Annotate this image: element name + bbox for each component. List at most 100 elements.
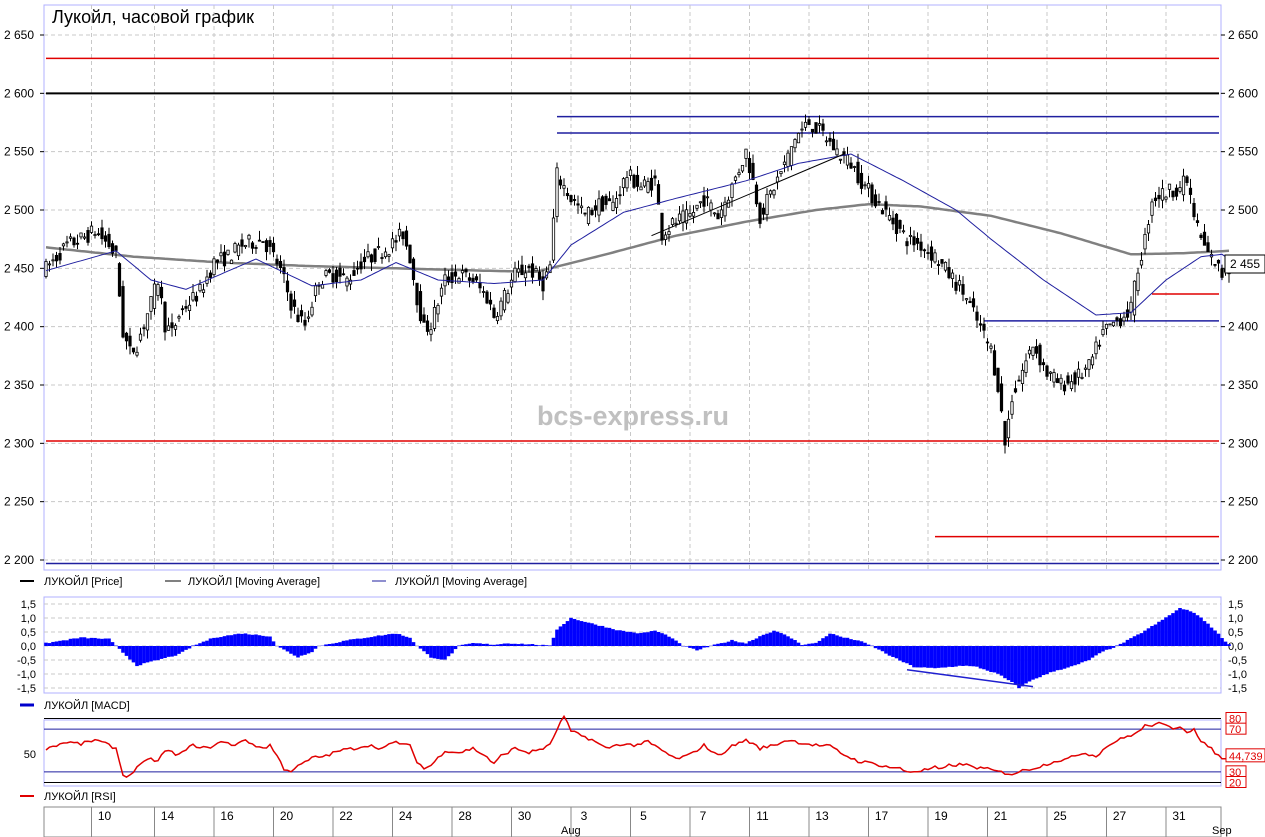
candle-body bbox=[124, 332, 129, 342]
candle-body bbox=[394, 240, 398, 243]
y-tick-label-right: 2 400 bbox=[1228, 320, 1258, 334]
candle-body bbox=[915, 237, 920, 244]
candle-body bbox=[149, 296, 153, 312]
macd-legend: ЛУКОЙЛ [MACD] bbox=[20, 699, 130, 712]
rsi-panel-frame bbox=[43, 719, 1222, 787]
candle-body bbox=[250, 242, 255, 249]
candle-body bbox=[765, 194, 769, 216]
candle-body bbox=[863, 184, 867, 187]
candle-body bbox=[362, 256, 367, 263]
candle-body bbox=[390, 238, 395, 249]
candle-body bbox=[366, 251, 370, 258]
candle-body bbox=[1195, 220, 1200, 224]
candle-body bbox=[1143, 233, 1147, 250]
candle-body bbox=[331, 273, 335, 283]
candle-body bbox=[509, 279, 514, 288]
candle-body bbox=[422, 314, 426, 323]
macd-tick-label-right: 1,0 bbox=[1228, 613, 1243, 625]
candle-body bbox=[338, 267, 342, 277]
rsi-legend: ЛУКОЙЛ [RSI] bbox=[20, 790, 116, 803]
candle-body bbox=[940, 259, 944, 264]
candle-body bbox=[929, 246, 934, 261]
candle-body bbox=[656, 184, 661, 205]
candle-body bbox=[180, 308, 185, 311]
trendlines bbox=[651, 153, 845, 237]
candle-body bbox=[936, 264, 941, 266]
candle-body bbox=[845, 154, 850, 166]
candle-body bbox=[604, 195, 608, 205]
candle-body bbox=[751, 162, 755, 180]
candle-body bbox=[663, 234, 668, 240]
rsi-axis-label: 44,739 bbox=[1229, 751, 1263, 763]
candle-body bbox=[548, 264, 552, 274]
day-label: 28 bbox=[458, 809, 472, 823]
candle-body bbox=[705, 196, 710, 199]
y-tick-label-left: 2 450 bbox=[4, 261, 34, 275]
candle-body bbox=[47, 263, 52, 266]
candle-body bbox=[306, 316, 311, 319]
candle-body bbox=[96, 233, 101, 236]
candle-body bbox=[611, 201, 615, 211]
candle-body bbox=[887, 215, 892, 221]
candle-body bbox=[558, 179, 563, 186]
candle-body bbox=[121, 286, 125, 338]
candle-body bbox=[1101, 329, 1105, 336]
candle-body bbox=[1125, 309, 1130, 318]
candle-body bbox=[506, 293, 510, 303]
candle-body bbox=[464, 269, 468, 273]
candle-body bbox=[856, 161, 860, 184]
candle-body bbox=[709, 202, 713, 211]
day-label: 24 bbox=[399, 809, 413, 823]
candle-body bbox=[170, 322, 174, 329]
rsi-levels bbox=[44, 718, 1221, 783]
macd-axis-labels: 1,5 1,5 1,0 1,0 0,5 0,5 0,0 0,0 -0,5 -0,5 -1,0 -1,0… bbox=[17, 599, 1247, 695]
candle-body bbox=[439, 287, 444, 297]
y-tick-label-right: 2 200 bbox=[1228, 553, 1258, 567]
candle-body bbox=[831, 138, 836, 151]
candle-body bbox=[1178, 187, 1182, 192]
candle-body bbox=[898, 220, 902, 229]
candle-body bbox=[1213, 263, 1217, 266]
watermark: bcs-express.ru bbox=[537, 401, 729, 431]
candle-body bbox=[523, 272, 528, 279]
day-label: 3 bbox=[581, 809, 588, 823]
candle-body bbox=[380, 257, 384, 259]
rsi-level-box bbox=[1225, 722, 1247, 735]
price-legend: ЛУКОЙЛ [Price] ЛУКОЙЛ [Moving Average] Л… bbox=[20, 575, 527, 588]
candle-body bbox=[894, 213, 899, 234]
candle-body bbox=[100, 227, 104, 240]
candle-body bbox=[674, 222, 678, 225]
candle-body bbox=[271, 242, 276, 253]
day-label: 21 bbox=[994, 809, 1008, 823]
day-label: 17 bbox=[875, 809, 889, 823]
day-label: 31 bbox=[1172, 809, 1186, 823]
candle-body bbox=[1122, 316, 1126, 322]
candle-body bbox=[1080, 376, 1084, 379]
candle-body bbox=[481, 291, 486, 293]
candle-body bbox=[1188, 187, 1193, 195]
candle-body bbox=[226, 249, 230, 255]
candle-body bbox=[446, 276, 451, 283]
rsi-axis-label: 80 bbox=[1229, 714, 1241, 726]
candle-body bbox=[1087, 359, 1091, 370]
candle-body bbox=[649, 177, 654, 191]
candle-body bbox=[961, 284, 965, 295]
candle-body bbox=[310, 306, 314, 316]
candle-body bbox=[1059, 377, 1063, 384]
candle-body bbox=[341, 273, 346, 276]
day-label: 14 bbox=[161, 809, 175, 823]
candle-body bbox=[884, 201, 888, 210]
day-label: 7 bbox=[700, 809, 707, 823]
candle-body bbox=[593, 205, 598, 211]
candle-body bbox=[194, 295, 199, 302]
candle-body bbox=[359, 261, 363, 270]
candle-body bbox=[478, 282, 482, 289]
candle-body bbox=[54, 254, 59, 262]
candle-body bbox=[1010, 401, 1014, 415]
candle-body bbox=[313, 285, 318, 297]
candle-body bbox=[590, 209, 594, 215]
candle-body bbox=[275, 258, 279, 265]
candle-body bbox=[387, 254, 391, 257]
